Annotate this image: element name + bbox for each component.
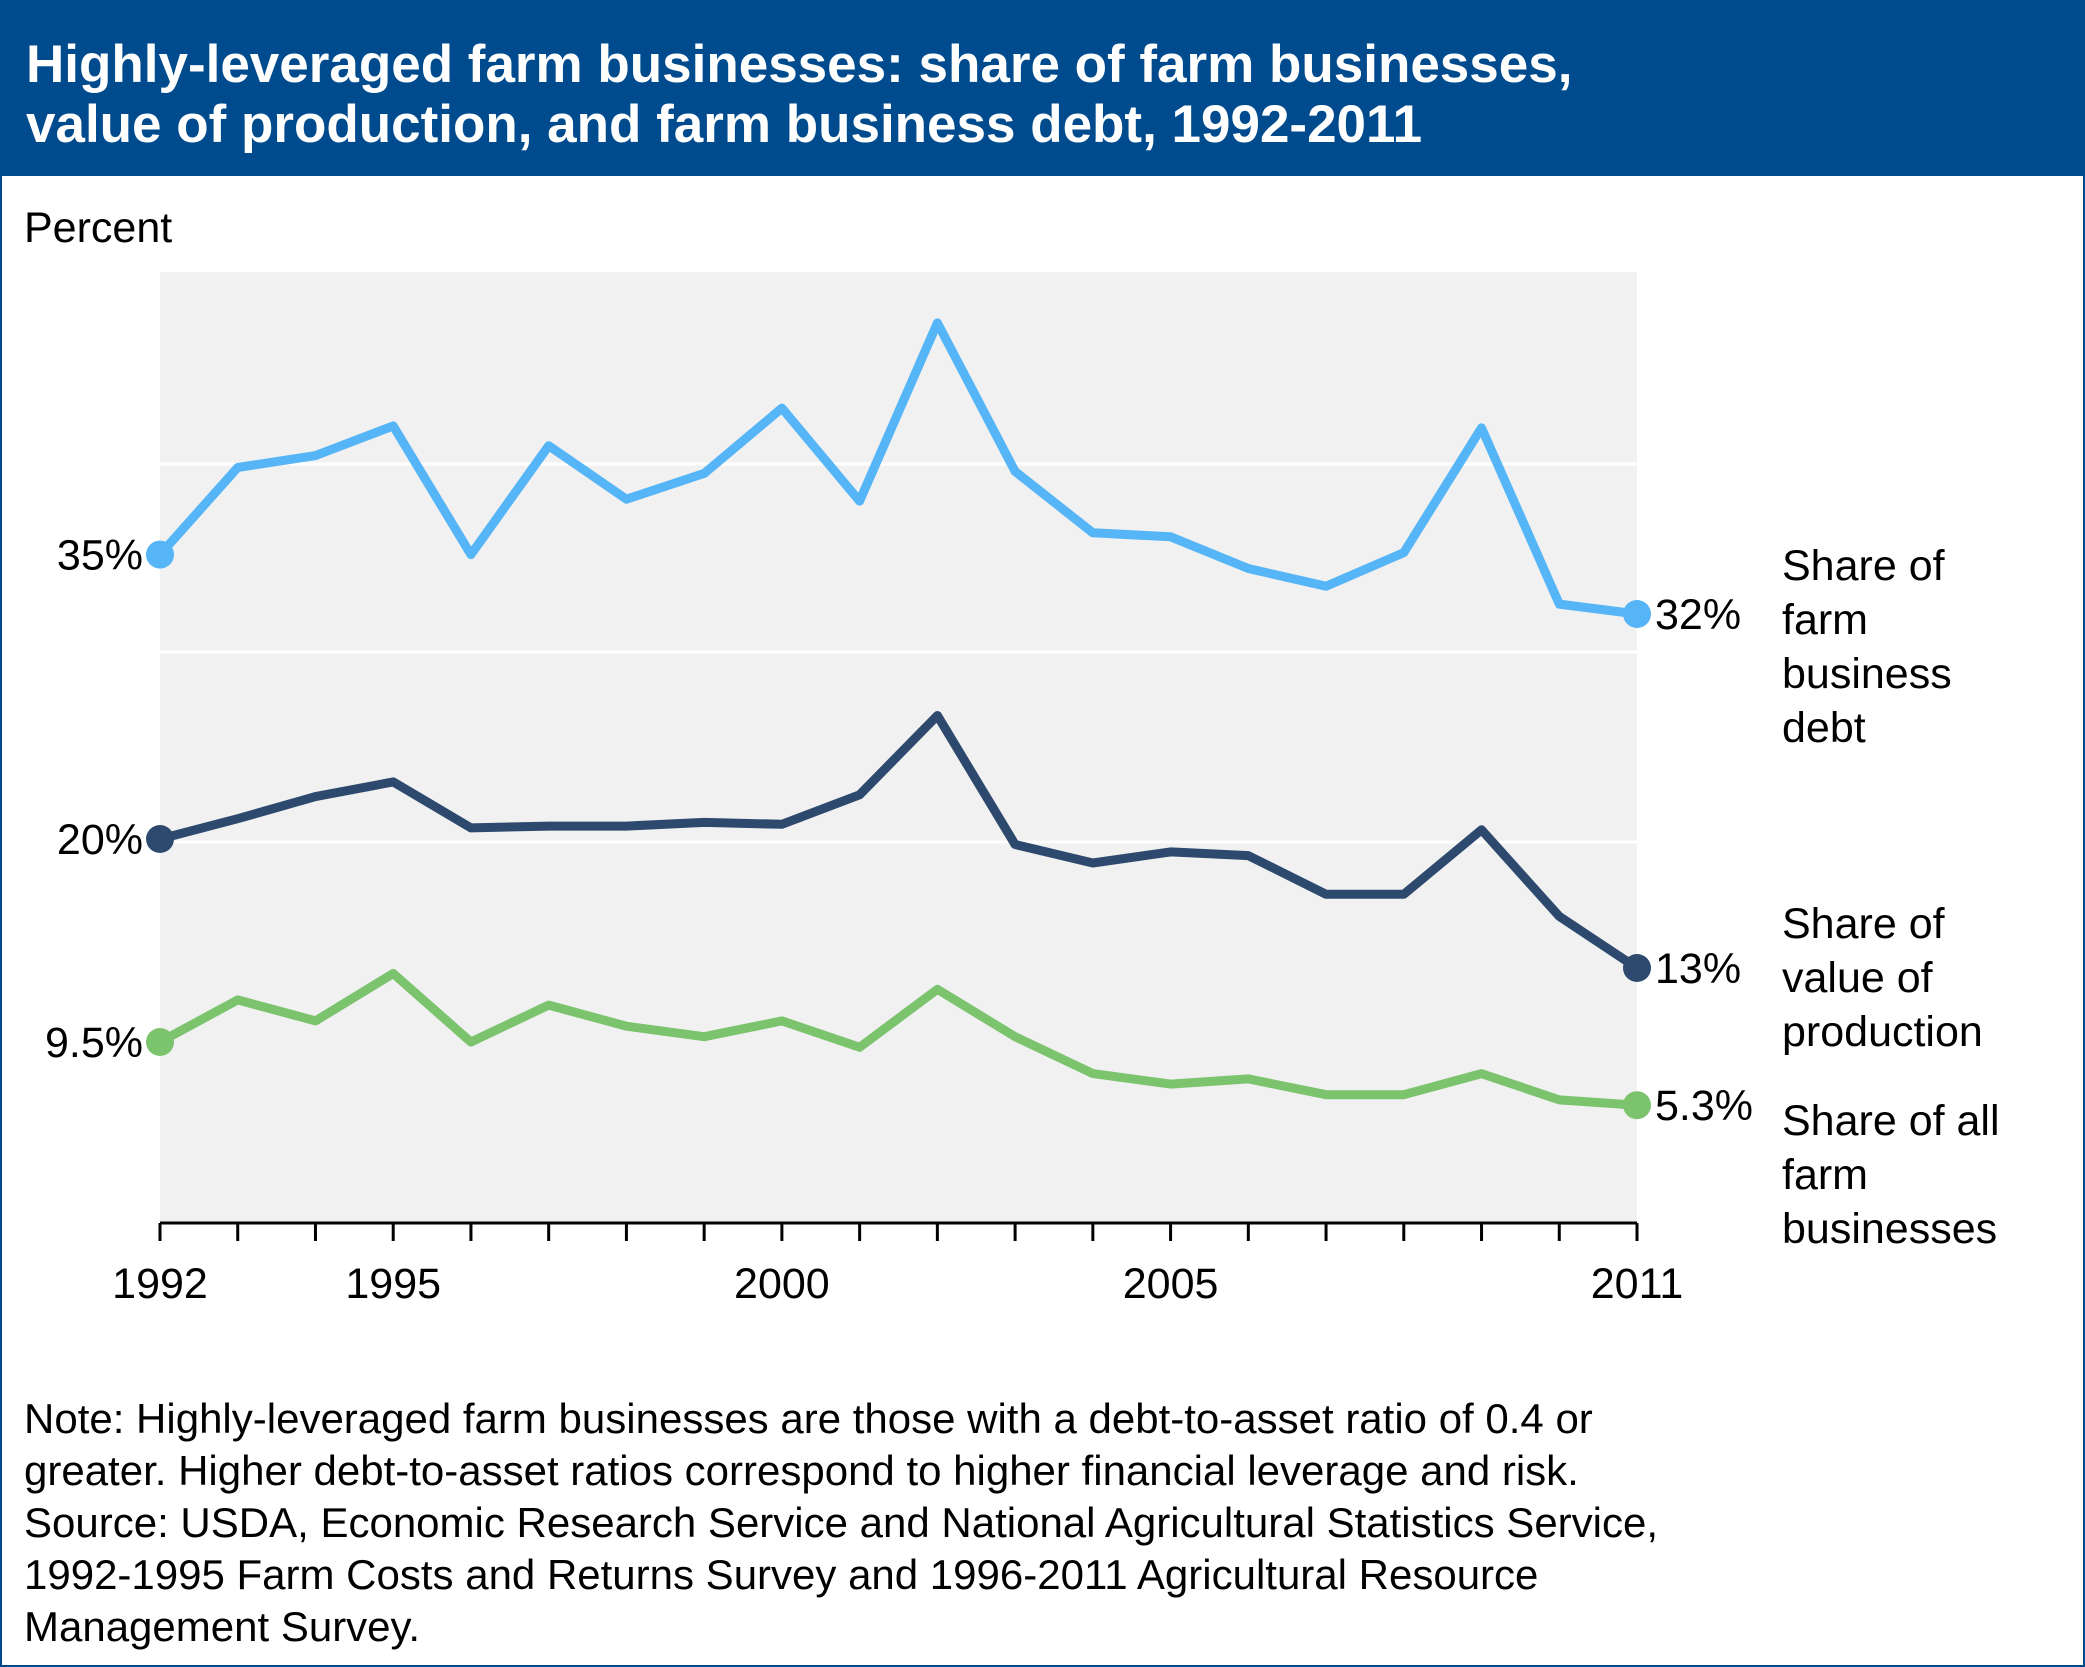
- series-labels: Share of farm business debt Share of value of…: [1782, 542, 2000, 1253]
- chart-notes: Note: Highly-leveraged farm businesses a…: [24, 1393, 1658, 1653]
- note-line: greater. Higher debt-to-asset ratios cor…: [24, 1447, 1579, 1494]
- series-line: [155, 711, 1642, 973]
- x-tick-label: 2011: [1591, 1260, 1683, 1308]
- y-axis-label: Percent: [24, 204, 172, 252]
- series-name-line: farm: [1782, 596, 1868, 644]
- source-line: Source: USDA, Economic Research Service …: [24, 1499, 1659, 1546]
- source-line: 1992-1995 Farm Costs and Returns Survey …: [24, 1551, 1539, 1598]
- series-name-label: Share of all farm businesses: [1782, 1097, 2000, 1253]
- x-tick-label: 2005: [1123, 1260, 1219, 1308]
- series-end-marker: [1623, 1091, 1651, 1120]
- series-end-label: 13%: [1655, 945, 1741, 993]
- series-end-label: 32%: [1655, 591, 1741, 639]
- gridlines: [160, 462, 1637, 844]
- series-name-line: businesses: [1782, 1205, 1997, 1253]
- x-axis: 1992 1995 2000 2005 2011: [112, 1221, 1683, 1308]
- series-start-marker: [146, 825, 174, 853]
- series-start-marker: [146, 1028, 174, 1056]
- source-line: Management Survey.: [24, 1603, 421, 1650]
- series-end-label: 5.3%: [1655, 1082, 1753, 1130]
- chart-title-line-2: value of production, and farm business d…: [26, 95, 1423, 154]
- title-banner: Highly-leveraged farm businesses: share …: [2, 2, 2083, 176]
- chart-title-line-1: Highly-leveraged farm businesses: share …: [26, 35, 1573, 94]
- series-line: [155, 318, 1642, 619]
- series-name-line: farm: [1782, 1151, 1868, 1199]
- series-end-marker: [1623, 600, 1651, 628]
- x-tick-label: 2000: [734, 1260, 830, 1308]
- series-start-label: 20%: [57, 816, 143, 864]
- series-start-label: 9.5%: [45, 1019, 143, 1067]
- x-tick-label: 1995: [345, 1260, 441, 1308]
- series-start-label: 35%: [57, 532, 143, 580]
- series-layer: 35% 32% 20% 13% 9.5% 5.3%: [45, 318, 1753, 1130]
- series-line: [155, 969, 1642, 1110]
- x-tick-label: 1992: [112, 1260, 208, 1308]
- series-name-label: Share of value of production: [1782, 900, 1983, 1056]
- series-name-line: debt: [1782, 704, 1866, 752]
- series-name-label: Share of farm business debt: [1782, 542, 1952, 752]
- series-end-marker: [1623, 954, 1651, 982]
- note-line: Note: Highly-leveraged farm businesses a…: [24, 1395, 1593, 1442]
- series-name-line: value of: [1782, 954, 1934, 1002]
- series-name-line: business: [1782, 650, 1952, 698]
- series-start-marker: [146, 540, 174, 569]
- series-name-line: production: [1782, 1008, 1983, 1056]
- series-name-line: Share of: [1782, 900, 1946, 948]
- plot-background: [160, 272, 1637, 1223]
- series-name-line: Share of: [1782, 542, 1946, 590]
- series-name-line: Share of all: [1782, 1097, 2000, 1145]
